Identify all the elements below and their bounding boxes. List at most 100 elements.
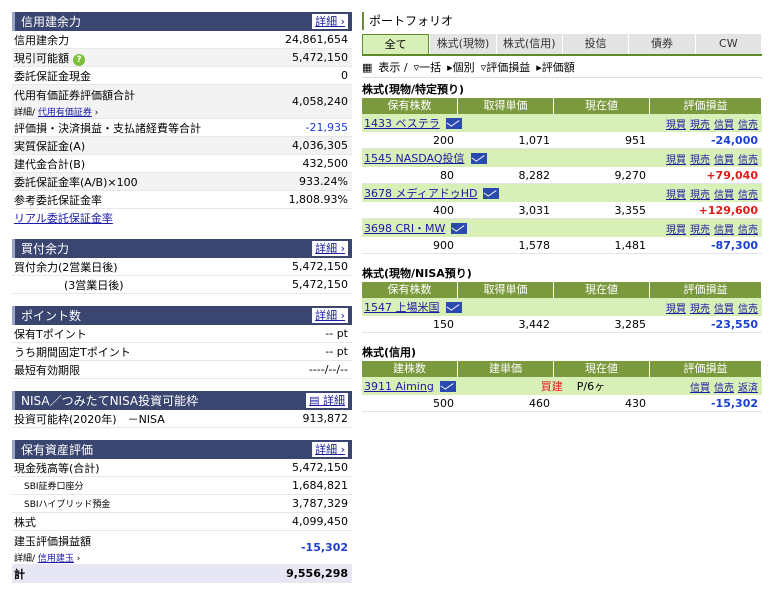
stock-name-row: 1545 NASDAQ投信 現買 現売 信買 信売 bbox=[362, 149, 762, 167]
credit-row-0: 信用建余力 24,861,654 bbox=[12, 31, 352, 49]
tab-genbutsu[interactable]: 株式(現物) bbox=[430, 34, 496, 54]
tab-all[interactable]: 全て bbox=[362, 34, 430, 54]
credit-title: 信用建余力 bbox=[21, 15, 82, 29]
assets-detail-link[interactable]: 詳細 › bbox=[312, 442, 348, 457]
trade-link[interactable]: 現売 bbox=[690, 154, 710, 166]
stock-link[interactable]: 3911 Aiming bbox=[364, 379, 434, 393]
nisa-title: 株式(現物/NISA預り) bbox=[362, 267, 472, 280]
mail-icon[interactable] bbox=[439, 380, 456, 392]
portfolio-panel: ポートフォリオ 全て 株式(現物) 株式(信用) 投信 債券 CW ▦ 表示 / … bbox=[362, 12, 762, 412]
trade-link[interactable]: 現売 bbox=[690, 189, 710, 201]
stock-data-row: 400 3,031 3,355 +129,600 bbox=[362, 202, 762, 219]
assets-row-1: SBI証券口座分 1,684,821 bbox=[12, 477, 352, 495]
window-icon: ▤ bbox=[309, 394, 320, 407]
stock-link[interactable]: 3678 メディアドゥHD bbox=[364, 187, 478, 200]
real-margin-link[interactable]: リアル委託保証金率 bbox=[14, 212, 113, 225]
nisa-section: NISA／つみたてNISA投資可能枠 ▤ 詳細 投資可能枠(2020年) －NIS… bbox=[12, 391, 352, 428]
credit-row-7: 委託保証金率(A/B)×100 933.24% bbox=[12, 173, 352, 191]
points-section: ポイント数 詳細 › 保有Tポイント -- pt うち期間固定Tポイント -- pt … bbox=[12, 306, 352, 379]
trade-link[interactable]: 信売 bbox=[738, 119, 758, 131]
credit-row-4: 評価損・決済損益・支払諸経費等合計 -21,935 bbox=[12, 119, 352, 137]
individual-toggle[interactable]: ▸個別 bbox=[447, 60, 475, 74]
points-row-2: 最短有効期限 ----/--/-- bbox=[12, 361, 352, 379]
margin-title: 株式(信用) bbox=[362, 346, 417, 359]
points-detail-link[interactable]: 詳細 › bbox=[312, 308, 348, 323]
position-type: 買建 bbox=[540, 380, 563, 393]
stock-link[interactable]: 3698 CRI・MW bbox=[364, 222, 446, 235]
assets-section: 保有資産評価 詳細 › 現金残高等(合計) 5,472,150 SBI証券口座分 1,… bbox=[12, 440, 352, 583]
view-controls: ▦ 表示 / ▿一括 ▸個別 ▿評価損益 ▸評価額 bbox=[362, 58, 762, 78]
display-icon: ▦ bbox=[362, 60, 373, 74]
tokutei-title: 株式(現物/特定預り) bbox=[362, 83, 465, 96]
trade-link[interactable]: 信買 bbox=[714, 119, 734, 131]
assets-row-0: 現金残高等(合計) 5,472,150 bbox=[12, 459, 352, 477]
mail-icon[interactable] bbox=[483, 187, 500, 199]
nisa-row: 投資可能枠(2020年) －NISA 913,872 bbox=[12, 410, 352, 428]
assets-row-3: 株式 4,099,450 bbox=[12, 513, 352, 531]
stock-name-row: 3911 Aiming 買建 P/6ヶ 信買 信売 返済 bbox=[362, 377, 762, 395]
stock-data-row: 200 1,071 951 -24,000 bbox=[362, 132, 762, 149]
tab-shinyo[interactable]: 株式(信用) bbox=[496, 34, 562, 54]
nisa-table-header: 保有株数 取得単価 現在値 評価損益 bbox=[362, 282, 762, 298]
bulk-toggle[interactable]: ▿一括 bbox=[413, 60, 442, 74]
buy-row-1: 買付余力(2営業日後) 5,472,150 bbox=[12, 258, 352, 276]
trade-link[interactable]: 現買 bbox=[666, 303, 686, 315]
mail-icon[interactable] bbox=[470, 152, 487, 164]
trade-link[interactable]: 信売 bbox=[738, 303, 758, 315]
trade-link[interactable]: 信売 bbox=[714, 382, 734, 394]
credit-row-2: 委託保証金現金 0 bbox=[12, 67, 352, 85]
buy-detail-link[interactable]: 詳細 › bbox=[312, 241, 348, 256]
trade-link[interactable]: 信買 bbox=[714, 189, 734, 201]
stock-link[interactable]: 1545 NASDAQ投信 bbox=[364, 152, 465, 165]
credit-detail-link[interactable]: 詳細 › bbox=[312, 14, 348, 29]
trade-link[interactable]: 信買 bbox=[714, 154, 734, 166]
position-period: P/6ヶ bbox=[576, 380, 606, 393]
stock-data-row: 500 460 430 -15,302 bbox=[362, 395, 762, 412]
trade-link[interactable]: 信買 bbox=[714, 224, 734, 236]
credit-row-3: 代用有価証券評価額合計 詳細/ 代用有価証券 › 4,058,240 bbox=[12, 85, 352, 119]
mail-icon[interactable] bbox=[445, 117, 462, 129]
trade-link[interactable]: 返済 bbox=[738, 382, 758, 394]
tab-cw[interactable]: CW bbox=[695, 34, 761, 54]
buy-section: 買付余力 詳細 › 買付余力(2営業日後) 5,472,150 (3営業日後) 5,4… bbox=[12, 239, 352, 294]
pl-sort[interactable]: ▿評価損益 bbox=[480, 60, 531, 74]
help-icon[interactable]: ? bbox=[73, 53, 85, 66]
trade-link[interactable]: 現売 bbox=[690, 303, 710, 315]
portfolio-title: ポートフォリオ bbox=[362, 12, 762, 30]
trade-link[interactable]: 現買 bbox=[666, 119, 686, 131]
nisa-header: NISA／つみたてNISA投資可能枠 ▤ 詳細 bbox=[12, 391, 352, 410]
points-row-0: 保有Tポイント -- pt bbox=[12, 325, 352, 343]
tab-toushin[interactable]: 投信 bbox=[562, 34, 629, 54]
credit-section: 信用建余力 詳細 › 信用建余力 24,861,654 現引可能額? 5,472,15… bbox=[12, 12, 352, 227]
credit-header: 信用建余力 詳細 › bbox=[12, 12, 352, 31]
trade-link[interactable]: 現買 bbox=[666, 224, 686, 236]
trade-link[interactable]: 信売 bbox=[738, 154, 758, 166]
mail-icon[interactable] bbox=[445, 301, 462, 313]
stock-data-row: 900 1,578 1,481 -87,300 bbox=[362, 237, 762, 254]
tab-saiken[interactable]: 債券 bbox=[629, 34, 695, 54]
mail-icon[interactable] bbox=[451, 222, 468, 234]
stock-link[interactable]: 1433 ベステラ bbox=[364, 117, 440, 130]
tokutei-header: 保有株数 取得単価 現在値 評価損益 bbox=[362, 98, 762, 114]
trade-link[interactable]: 現買 bbox=[666, 154, 686, 166]
trade-link[interactable]: 現売 bbox=[690, 119, 710, 131]
stock-link[interactable]: 1547 上場米国 bbox=[364, 301, 440, 314]
buy-row-2: (3営業日後) 5,472,150 bbox=[12, 276, 352, 294]
credit-row-6: 建代金合計(B) 432,500 bbox=[12, 155, 352, 173]
daiyou-link[interactable]: 代用有価証券 bbox=[37, 108, 92, 118]
trade-link[interactable]: 現買 bbox=[666, 189, 686, 201]
trade-link[interactable]: 現売 bbox=[690, 224, 710, 236]
trade-link[interactable]: 信買 bbox=[714, 303, 734, 315]
nisa-detail-link[interactable]: ▤ 詳細 bbox=[306, 393, 348, 408]
points-row-1: うち期間固定Tポイント -- pt bbox=[12, 343, 352, 361]
shinyo-tategyoku-link[interactable]: 信用建玉 bbox=[37, 554, 74, 564]
value-sort[interactable]: ▸評価額 bbox=[536, 60, 575, 74]
trade-link[interactable]: 信買 bbox=[690, 382, 710, 394]
points-header: ポイント数 詳細 › bbox=[12, 306, 352, 325]
stock-name-row: 3678 メディアドゥHD 現買 現売 信買 信売 bbox=[362, 184, 762, 202]
trade-link[interactable]: 信売 bbox=[738, 189, 758, 201]
stock-name-row: 1433 ベステラ 現買 現売 信買 信売 bbox=[362, 114, 762, 132]
margin-table-header: 建株数 建単価 現在値 評価損益 bbox=[362, 361, 762, 377]
trade-link[interactable]: 信売 bbox=[738, 224, 758, 236]
assets-row-4: 建玉評価損益額 詳細/ 信用建玉 › -15,302 bbox=[12, 531, 352, 565]
